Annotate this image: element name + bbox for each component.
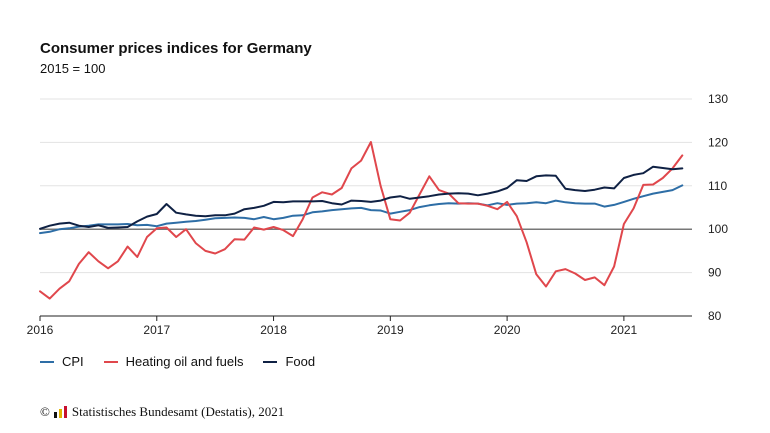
- legend-swatch-cpi: [40, 360, 54, 363]
- y-tick-label-110: 110: [708, 179, 727, 193]
- series-line-heating-oil-and-fuels: [39, 141, 684, 300]
- destatis-logo-icon: [53, 406, 67, 418]
- legend-swatch-food: [263, 360, 278, 363]
- legend-item-food: Food: [263, 354, 315, 369]
- y-tick-label-120: 120: [708, 135, 728, 149]
- chart-subtitle: 2015 = 100: [40, 61, 106, 76]
- y-tick-label-100: 100: [708, 222, 728, 236]
- x-tick-label-2016: 2016: [27, 323, 54, 337]
- chart-title: Consumer prices indices for Germany: [40, 40, 312, 57]
- legend-label-food: Food: [285, 354, 316, 369]
- x-tick-label-2018: 2018: [260, 323, 287, 337]
- series-line-food: [39, 165, 684, 230]
- legend-label-heating-oil: Heating oil and fuels: [125, 354, 244, 369]
- x-tick-label-2017: 2017: [143, 323, 170, 337]
- source-text: Statistisches Bundesamt (Destatis), 2021: [71, 404, 285, 419]
- x-tick-label-2019: 2019: [377, 323, 404, 337]
- y-tick-label-130: 130: [708, 92, 728, 106]
- source-note: © Statistisches Bundesamt (Destatis), 20…: [40, 404, 284, 420]
- legend-item-heating-oil: Heating oil and fuels: [103, 354, 244, 369]
- legend-item-cpi: CPI: [40, 354, 84, 369]
- legend: CPI Heating oil and fuels Food: [40, 354, 315, 369]
- legend-swatch-heating-oil: [103, 360, 118, 363]
- y-tick-label-80: 80: [708, 309, 722, 323]
- x-tick-label-2020: 2020: [494, 323, 521, 337]
- x-tick-label-2021: 2021: [611, 323, 638, 337]
- legend-label-cpi: CPI: [62, 354, 84, 369]
- series-line-cpi: [39, 184, 684, 235]
- y-tick-label-90: 90: [708, 266, 722, 280]
- copyright-symbol: ©: [40, 404, 50, 419]
